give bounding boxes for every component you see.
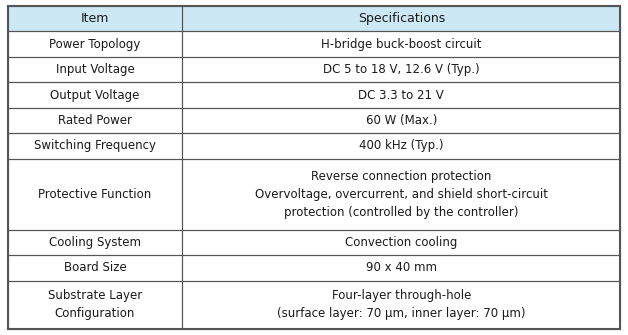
Text: Substrate Layer
Configuration: Substrate Layer Configuration — [48, 289, 142, 320]
Bar — [8, 57, 182, 82]
Bar — [182, 57, 620, 82]
Bar — [8, 230, 182, 255]
Bar — [182, 108, 620, 133]
Bar — [8, 255, 182, 281]
Bar — [8, 31, 182, 57]
Bar — [182, 281, 620, 329]
Bar — [182, 255, 620, 281]
Bar — [182, 255, 620, 281]
Bar — [182, 31, 620, 57]
Text: Cooling System: Cooling System — [49, 236, 141, 249]
Text: H-bridge buck-boost circuit: H-bridge buck-boost circuit — [321, 38, 482, 51]
Text: 60 W (Max.): 60 W (Max.) — [365, 114, 437, 127]
Bar — [182, 158, 620, 230]
Text: Specifications: Specifications — [358, 12, 445, 25]
Text: DC 5 to 18 V, 12.6 V (Typ.): DC 5 to 18 V, 12.6 V (Typ.) — [323, 63, 480, 76]
Bar — [8, 57, 182, 82]
Bar — [8, 82, 182, 108]
Bar — [8, 108, 182, 133]
Bar — [8, 108, 182, 133]
Text: Switching Frequency: Switching Frequency — [34, 139, 156, 152]
Bar — [8, 230, 182, 255]
Bar — [8, 133, 182, 158]
Text: Power Topology: Power Topology — [49, 38, 141, 51]
Text: Item: Item — [80, 12, 109, 25]
Bar — [8, 6, 182, 31]
Text: Board Size: Board Size — [63, 261, 126, 274]
Bar — [182, 82, 620, 108]
Bar — [182, 31, 620, 57]
Bar — [8, 158, 182, 230]
Text: 400 kHz (Typ.): 400 kHz (Typ.) — [359, 139, 443, 152]
Text: Rated Power: Rated Power — [58, 114, 132, 127]
Text: Output Voltage: Output Voltage — [50, 88, 139, 102]
Bar — [182, 230, 620, 255]
Bar — [182, 281, 620, 329]
Bar — [8, 281, 182, 329]
Text: 90 x 40 mm: 90 x 40 mm — [366, 261, 437, 274]
Text: Input Voltage: Input Voltage — [55, 63, 134, 76]
Bar — [182, 230, 620, 255]
Bar — [182, 133, 620, 158]
Bar — [8, 82, 182, 108]
Bar — [8, 281, 182, 329]
Text: Reverse connection protection
Overvoltage, overcurrent, and shield short-circuit: Reverse connection protection Overvoltag… — [255, 170, 548, 219]
Bar — [182, 158, 620, 230]
Bar — [8, 133, 182, 158]
Bar — [8, 158, 182, 230]
Bar — [8, 31, 182, 57]
Bar — [182, 6, 620, 31]
Bar — [182, 82, 620, 108]
Text: Four-layer through-hole
(surface layer: 70 μm, inner layer: 70 μm): Four-layer through-hole (surface layer: … — [277, 289, 526, 320]
Bar — [8, 255, 182, 281]
Bar — [182, 57, 620, 82]
Text: Protective Function: Protective Function — [38, 188, 151, 201]
Bar — [182, 133, 620, 158]
Bar — [182, 6, 620, 31]
Text: Convection cooling: Convection cooling — [345, 236, 458, 249]
Bar — [8, 6, 182, 31]
Bar — [182, 108, 620, 133]
Text: DC 3.3 to 21 V: DC 3.3 to 21 V — [359, 88, 444, 102]
